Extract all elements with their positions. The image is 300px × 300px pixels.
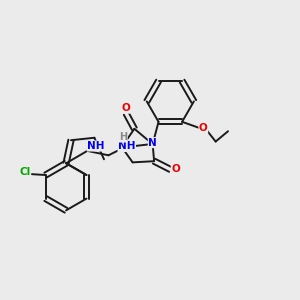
Text: O: O (171, 164, 180, 174)
Text: N: N (148, 138, 157, 148)
Text: O: O (199, 123, 208, 133)
Text: NH: NH (87, 141, 105, 151)
Text: NH: NH (118, 142, 136, 152)
Text: Cl: Cl (20, 167, 31, 177)
Text: H: H (119, 132, 127, 142)
Text: O: O (122, 103, 130, 113)
